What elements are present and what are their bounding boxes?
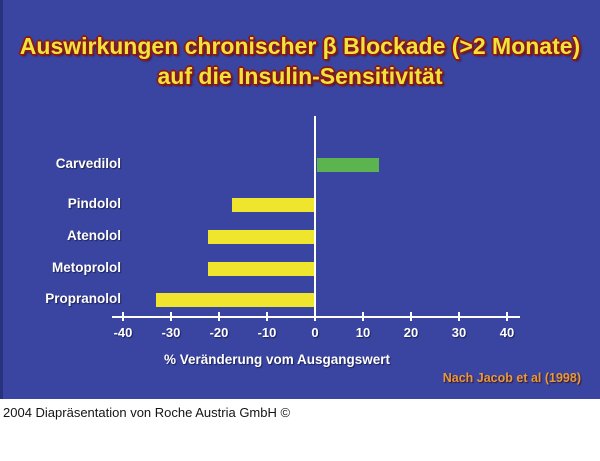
x-axis-label: % Veränderung vom Ausgangswert <box>163 352 391 367</box>
bar-carvedilol <box>317 158 380 172</box>
x-axis-line <box>112 316 520 318</box>
slide-background: Auswirkungen chronischer β Blockade (>2 … <box>0 0 600 399</box>
x-axis-tick--10 <box>266 312 268 321</box>
x-axis-tick-label-40: 40 <box>499 325 515 340</box>
bar-metoprolol <box>208 261 314 276</box>
bar-chart: Carvedilol Pindolol Atenolol Metoprolol Prop… <box>45 116 520 340</box>
footer-strip: 2004 Diapräsentation von Roche Austria G… <box>0 399 600 461</box>
x-axis-tick--40 <box>122 312 124 321</box>
category-label-atenolol: Atenolol <box>67 227 121 243</box>
x-axis-tick-label-30: 30 <box>451 325 467 340</box>
category-label-carvedilol: Carvedilol <box>55 156 121 171</box>
slide-title: Auswirkungen chronischer β Blockade (>2 … <box>0 31 600 91</box>
x-axis-tick-label-20: 20 <box>403 325 419 340</box>
x-axis-tick--20 <box>218 312 220 321</box>
bar-propranolol <box>155 292 314 307</box>
zero-axis-line <box>314 116 316 319</box>
footer-copyright-text: 2004 Diapräsentation von Roche Austria G… <box>3 405 291 420</box>
category-label-metoprolol: Metoprolol <box>52 259 121 275</box>
slide-title-line1: Auswirkungen chronischer β Blockade (>2 … <box>19 33 581 59</box>
category-label-pindolol: Pindolol <box>67 195 121 211</box>
slide-title-line2: auf die Insulin-Sensitivität <box>157 63 443 89</box>
x-axis-tick-label-0: 0 <box>311 325 319 340</box>
x-axis-tick-label-10: 10 <box>355 325 371 340</box>
x-axis-tick-20 <box>410 312 412 321</box>
slide-left-edge <box>0 0 3 399</box>
x-axis-tick-0 <box>314 312 316 321</box>
x-axis-tick-label--30: -30 <box>161 325 181 340</box>
category-label-propranolol: Propranolol <box>45 290 121 306</box>
bar-pindolol <box>232 197 314 212</box>
x-axis-tick-label--40: -40 <box>113 325 133 340</box>
x-axis-tick-40 <box>506 312 508 321</box>
x-axis-tick-label--20: -20 <box>209 325 229 340</box>
source-note: Nach Jacob et al (1998) <box>442 371 581 385</box>
bar-atenolol <box>208 229 314 244</box>
x-axis-tick-label--10: -10 <box>257 325 277 340</box>
x-axis-tick-30 <box>458 312 460 321</box>
x-axis-tick--30 <box>170 312 172 321</box>
x-axis-tick-10 <box>362 312 364 321</box>
